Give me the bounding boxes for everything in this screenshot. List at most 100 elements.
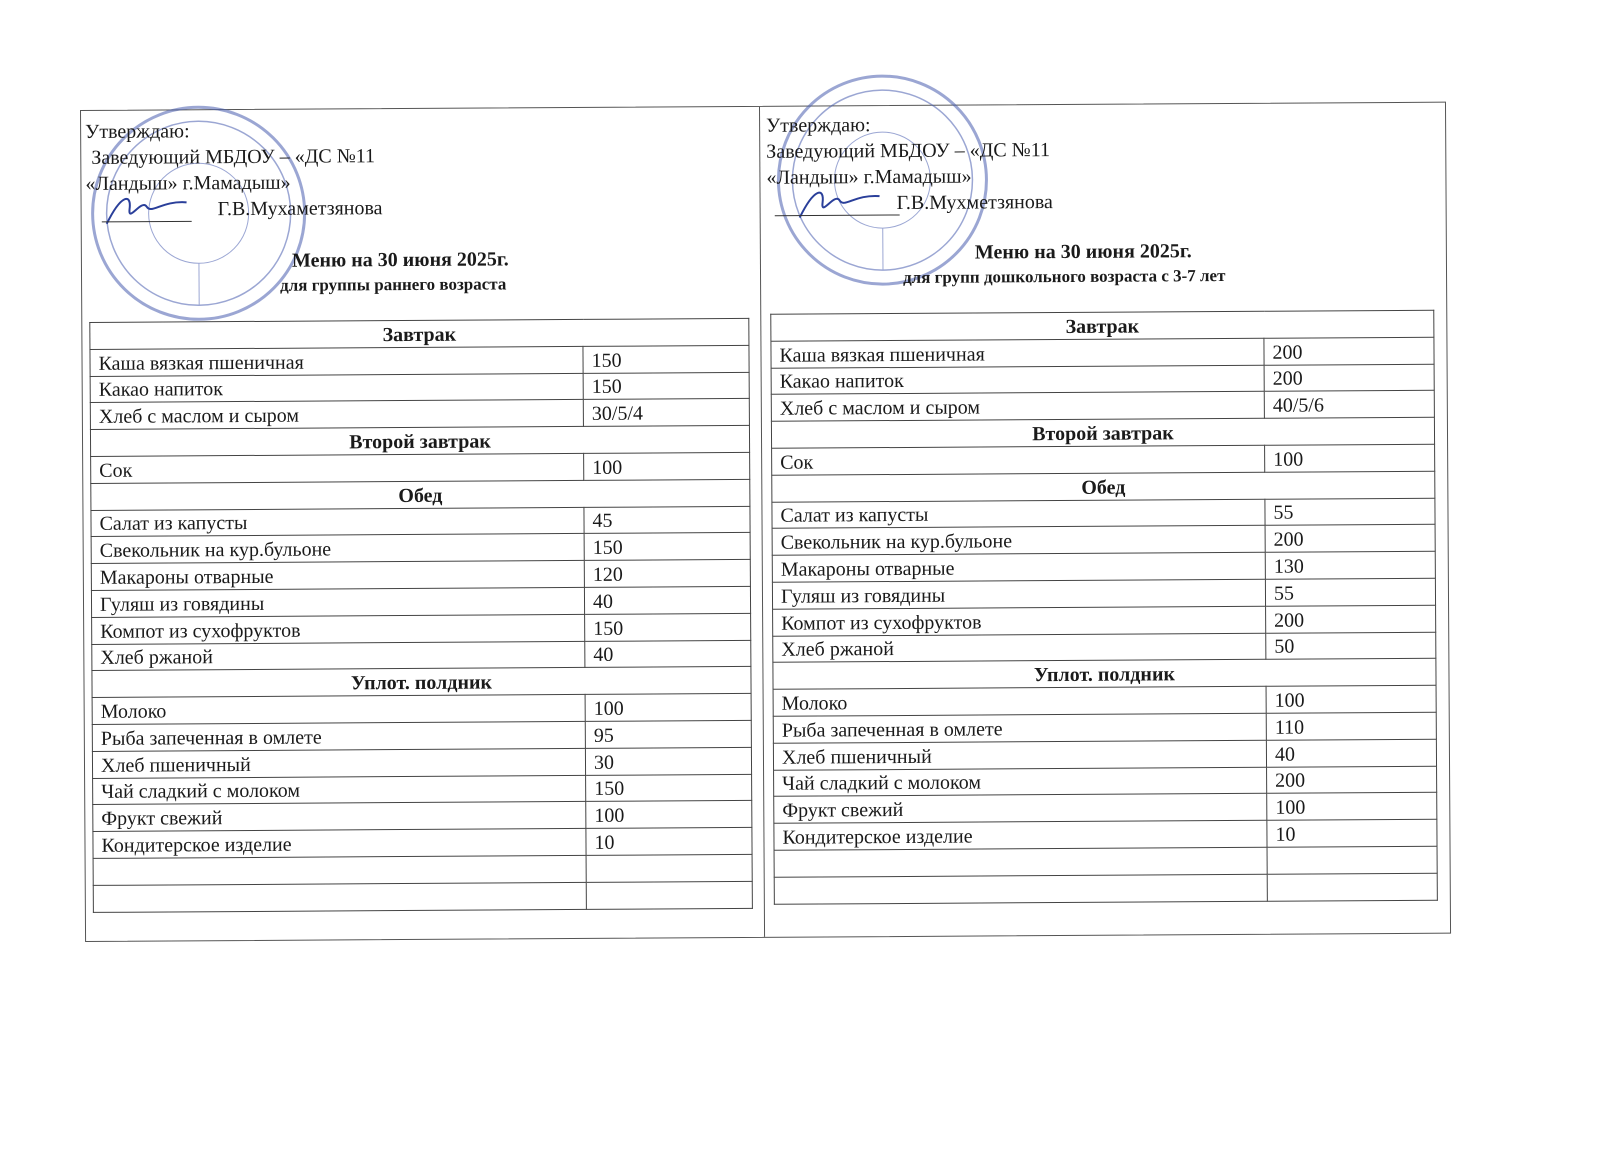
table-row: Хлеб ржаной 50 bbox=[772, 631, 1436, 663]
table-row bbox=[774, 872, 1438, 904]
section-heading: Обед bbox=[771, 471, 1435, 502]
portion-size: 100 bbox=[583, 452, 750, 481]
portion-size bbox=[1267, 872, 1438, 901]
portion-size: 100 bbox=[1266, 792, 1437, 821]
dish-name: Каша вязкая пшеничная bbox=[770, 338, 1265, 368]
section-heading: Уплот. полдник bbox=[91, 666, 752, 698]
dish-name: Гуляш из говядины bbox=[772, 579, 1266, 610]
portion-size: 55 bbox=[1265, 578, 1436, 607]
dish-name bbox=[93, 882, 587, 912]
dish-name: Свекольник на кур.бульоне bbox=[772, 525, 1266, 556]
section-heading: Завтрак bbox=[89, 318, 749, 350]
dish-name: Компот из сухофруктов bbox=[91, 614, 585, 645]
portion-size: 200 bbox=[1266, 765, 1437, 794]
dish-name: Какао напиток bbox=[90, 373, 584, 403]
table-row: Каша вязкая пшеничная 150 bbox=[89, 345, 750, 377]
portion-size: 150 bbox=[584, 532, 751, 561]
portion-size: 110 bbox=[1266, 712, 1437, 741]
menu-subtitle: для групп дошкольного возраста с 3-7 лет bbox=[902, 266, 1226, 287]
table-row: Гуляш из говядины 40 bbox=[91, 586, 751, 618]
portion-size: 150 bbox=[585, 773, 752, 802]
section-row: Второй завтрак bbox=[771, 417, 1435, 449]
portion-size: 40 bbox=[584, 639, 751, 668]
menu-table: Завтрак Каша вязкая пшеничная 200 Какао нап… bbox=[770, 310, 1438, 905]
table-row: Какао напиток 200 bbox=[771, 363, 1435, 395]
dish-name: Кондитерское изделие bbox=[92, 828, 587, 859]
approve-label: Утверждаю: bbox=[85, 120, 190, 143]
portion-size: 55 bbox=[1264, 497, 1436, 526]
portion-size: 200 bbox=[1265, 604, 1436, 633]
section-row: Обед bbox=[90, 479, 750, 511]
dish-name bbox=[93, 855, 587, 886]
portion-size: 50 bbox=[1265, 631, 1436, 660]
table-row: Хлеб с маслом и сыром 40/5/6 bbox=[771, 390, 1435, 422]
portion-size: 150 bbox=[583, 372, 750, 400]
table-row: Макароны отварные 120 bbox=[91, 559, 751, 591]
table-row: Какао напиток 150 bbox=[90, 372, 750, 403]
portion-size: 10 bbox=[1266, 819, 1438, 848]
dish-name: Какао напиток bbox=[771, 364, 1265, 395]
portion-size: 40 bbox=[584, 586, 751, 615]
table-row: Салат из капусты 45 bbox=[90, 505, 751, 537]
portion-size: 40 bbox=[1266, 738, 1437, 767]
table-row: Компот из сухофруктов 200 bbox=[772, 604, 1436, 636]
table-row: Хлеб пшеничный 40 bbox=[773, 738, 1437, 770]
table-row: Хлеб пшеничный 30 bbox=[92, 747, 752, 778]
portion-size bbox=[586, 854, 753, 883]
official-stamp bbox=[91, 105, 307, 321]
table-row: Сок 100 bbox=[771, 444, 1435, 476]
signature bbox=[101, 197, 192, 225]
portion-size: 45 bbox=[583, 505, 751, 534]
dish-name: Хлеб пшеничный bbox=[773, 740, 1267, 770]
section-heading: Уплот. полдник bbox=[772, 658, 1437, 690]
table-row: Хлеб с маслом и сыром 30/5/4 bbox=[90, 398, 750, 430]
portion-size: 10 bbox=[585, 827, 753, 856]
dish-name: Сок bbox=[90, 453, 584, 484]
position-line: Заведующий МБДОУ – «ДС №11 bbox=[91, 145, 376, 169]
dish-name: Чай сладкий с молоком bbox=[773, 766, 1267, 797]
dish-name: Салат из капусты bbox=[90, 507, 585, 537]
position-line: Заведующий МБДОУ – «ДС №11 bbox=[766, 139, 1051, 163]
dish-name: Фрукт свежий bbox=[92, 801, 586, 832]
dish-name: Молоко bbox=[92, 694, 586, 725]
table-row: Макароны отварные 130 bbox=[772, 551, 1436, 583]
portion-size bbox=[1267, 846, 1438, 874]
dish-name: Салат из капусты bbox=[771, 498, 1266, 529]
portion-size bbox=[586, 881, 753, 909]
dish-name: Фрукт свежий bbox=[773, 793, 1267, 824]
portion-size: 30/5/4 bbox=[583, 398, 750, 427]
portion-size: 130 bbox=[1265, 551, 1436, 580]
dish-name: Компот из сухофруктов bbox=[772, 606, 1266, 636]
portion-size: 150 bbox=[582, 345, 750, 374]
approve-label: Утверждаю: bbox=[766, 114, 871, 137]
menu-subtitle: для группы раннего возраста bbox=[280, 274, 507, 295]
dish-name: Молоко bbox=[773, 686, 1267, 717]
dish-name: Хлеб с маслом и сыром bbox=[90, 399, 584, 430]
menu-title: Меню на 30 июня 2025г. bbox=[974, 240, 1192, 264]
dish-name: Хлеб ржаной bbox=[772, 632, 1266, 663]
table-row: Салат из капусты 55 bbox=[771, 497, 1436, 529]
section-row: Завтрак bbox=[89, 318, 749, 350]
table-row bbox=[93, 854, 753, 886]
dish-name: Гуляш из говядины bbox=[91, 587, 585, 618]
dish-name: Каша вязкая пшеничная bbox=[89, 346, 584, 377]
portion-size: 30 bbox=[585, 747, 752, 775]
table-row: Кондитерское изделие 10 bbox=[92, 827, 753, 859]
dish-name: Рыба запеченная в омлете bbox=[92, 721, 586, 752]
menu-panel-preschool: Утверждаю: Заведующий МБДОУ – «ДС №11 «Л… bbox=[760, 74, 1450, 937]
dish-name bbox=[774, 847, 1268, 878]
table-row: Каша вязкая пшеничная 200 bbox=[770, 337, 1435, 368]
dish-name: Чай сладкий с молоком bbox=[92, 774, 586, 805]
section-row: Второй завтрак bbox=[90, 425, 750, 457]
document-frame: Утверждаю: Заведующий МБДОУ – «ДС №11 «Л… bbox=[80, 74, 1452, 942]
dish-name: Хлеб с маслом и сыром bbox=[771, 391, 1265, 422]
portion-size: 100 bbox=[1264, 444, 1435, 473]
dish-name bbox=[774, 873, 1268, 904]
section-heading: Второй завтрак bbox=[771, 417, 1435, 449]
portion-size: 120 bbox=[584, 559, 751, 588]
dish-name: Свекольник на кур.бульоне bbox=[91, 533, 585, 564]
portion-size: 100 bbox=[585, 800, 752, 829]
signature bbox=[774, 191, 900, 219]
table-row: Компот из сухофруктов 150 bbox=[91, 613, 751, 645]
table-row: Чай сладкий с молоком 150 bbox=[92, 773, 752, 805]
